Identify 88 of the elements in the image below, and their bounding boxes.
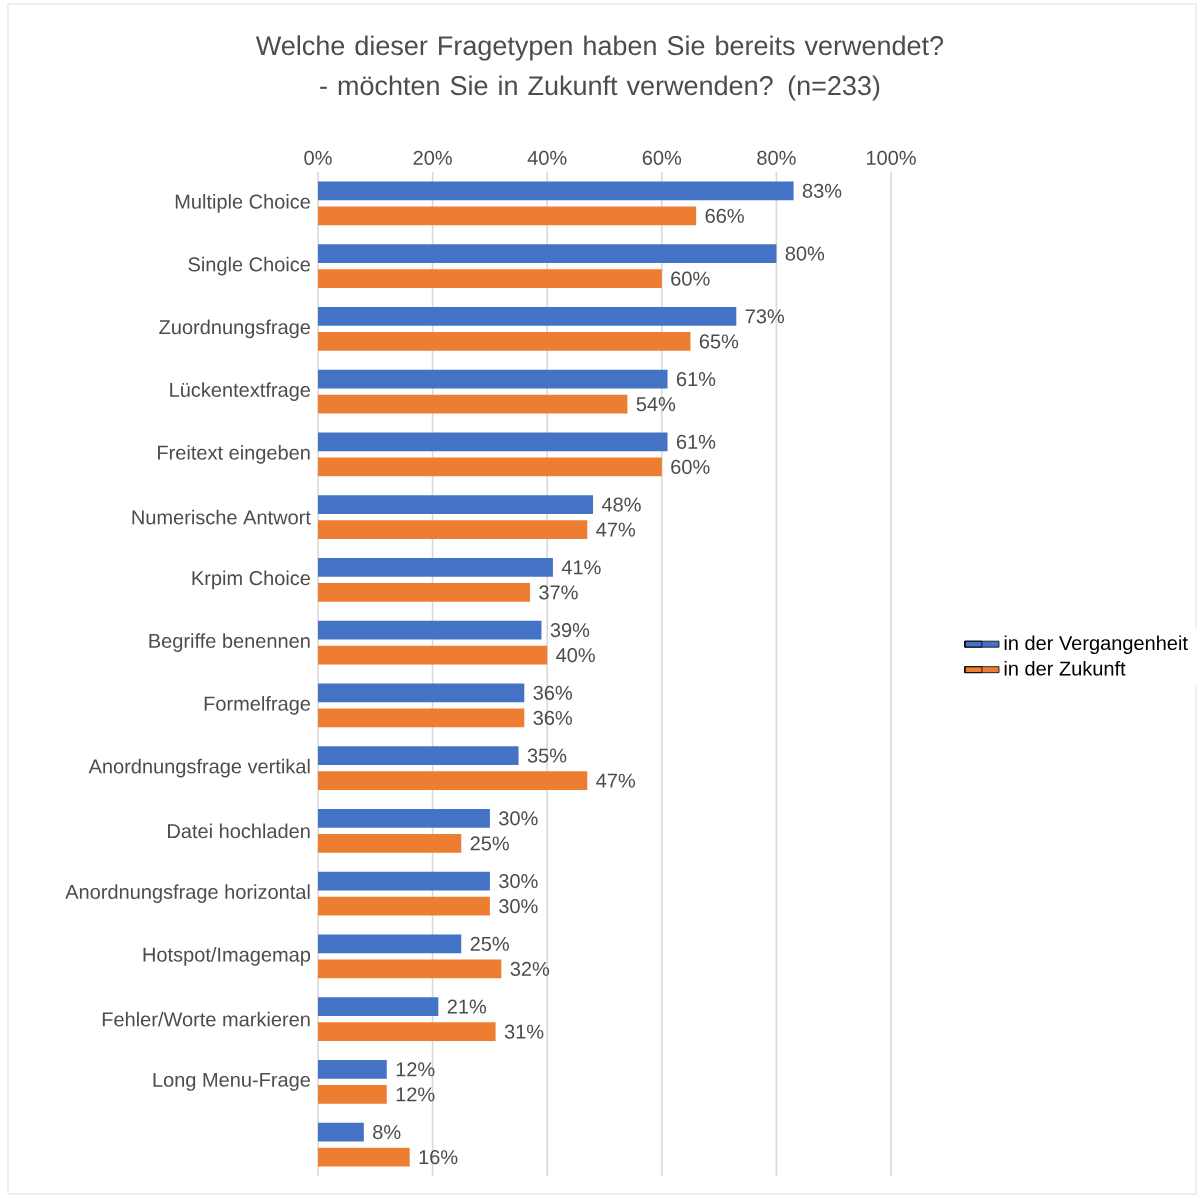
y-tick-label: Lückentextfrage xyxy=(170,382,311,401)
y-tick-label: Multiple Choice xyxy=(175,194,310,213)
data-label: 48% xyxy=(601,497,641,512)
bar xyxy=(318,332,691,351)
data-label: 65% xyxy=(699,334,739,349)
y-tick-label: Fehler/Worte markieren xyxy=(102,1011,310,1027)
legend-label: in der Vergangenheit xyxy=(1004,635,1188,655)
data-label: 80% xyxy=(785,246,825,261)
data-label: 25% xyxy=(470,836,509,851)
y-tick-label: Single Choice xyxy=(188,256,310,276)
bar xyxy=(318,708,525,728)
bar xyxy=(318,871,490,891)
x-tick-label: 100% xyxy=(866,150,916,165)
y-tick-label: Hotspot/Imagemap xyxy=(143,947,311,966)
bar xyxy=(318,896,490,916)
bar xyxy=(318,1059,387,1079)
data-label: 83% xyxy=(802,183,842,198)
y-tick-label: Datei hochladen xyxy=(168,823,310,839)
bar xyxy=(318,645,548,665)
chart-title: Welche dieser Fragetypen haben Sie bereits verwendet? - möchten Sie in Zukunft verwenden? (n=233) xyxy=(255,35,944,101)
bar xyxy=(318,583,531,602)
data-label: 66% xyxy=(705,208,744,223)
y-tick-label: Zuordnungsfrage xyxy=(159,319,311,339)
bar xyxy=(318,620,542,640)
bar xyxy=(318,181,794,201)
data-label: 54% xyxy=(636,397,676,412)
bar xyxy=(318,683,525,703)
bar xyxy=(318,1147,410,1167)
data-label: 16% xyxy=(419,1150,458,1165)
data-label: 25% xyxy=(470,936,509,951)
bar xyxy=(318,557,553,577)
data-label: 32% xyxy=(510,961,550,976)
data-label: 36% xyxy=(533,710,573,725)
bar xyxy=(318,394,628,414)
x-tick-label: 60% xyxy=(642,150,682,165)
bar xyxy=(318,934,462,954)
data-label: 21% xyxy=(447,999,487,1014)
data-label: 36% xyxy=(533,685,573,700)
data-label: 47% xyxy=(596,773,636,788)
data-label: 30% xyxy=(499,811,538,826)
data-label: 61% xyxy=(676,434,716,449)
bar xyxy=(318,1085,387,1104)
bar xyxy=(318,997,439,1016)
data-label: 12% xyxy=(396,1062,435,1077)
data-label: 47% xyxy=(596,522,636,537)
bar xyxy=(318,771,588,791)
data-label: 73% xyxy=(745,309,785,324)
bar xyxy=(318,834,462,853)
y-tick-label: Numerische Antwort xyxy=(132,509,311,525)
bar xyxy=(318,432,668,452)
bar xyxy=(318,244,777,263)
y-tick-label: Freitext eingeben xyxy=(158,445,310,464)
bar xyxy=(318,269,662,289)
data-label: 40% xyxy=(556,648,595,663)
data-label: 30% xyxy=(499,899,538,914)
data-label: 37% xyxy=(539,585,578,600)
bar xyxy=(318,206,697,226)
x-tick-label: 40% xyxy=(527,150,567,165)
data-label: 39% xyxy=(550,623,590,638)
y-tick-label: Krpim Choice xyxy=(192,570,310,590)
bar xyxy=(318,746,519,765)
data-label: 12% xyxy=(396,1087,435,1102)
y-tick-label: Long Menu-Frage xyxy=(153,1072,310,1091)
bar xyxy=(318,520,588,540)
bar xyxy=(318,306,737,326)
bar xyxy=(318,369,668,389)
y-tick-label: Anordnungsfrage vertikal xyxy=(88,758,310,778)
x-tick-label: 20% xyxy=(413,150,452,165)
y-tick-label: Formelfrage xyxy=(204,696,311,715)
data-label: 8% xyxy=(373,1125,401,1140)
y-tick-label: Anordnungsfrage horizontal xyxy=(65,884,310,903)
bar xyxy=(318,1022,496,1042)
legend-label: in der Zukunft xyxy=(1004,660,1126,676)
data-label: 61% xyxy=(676,372,716,387)
x-tick-label: 0% xyxy=(304,150,332,165)
data-label: 60% xyxy=(671,271,710,286)
bar xyxy=(318,808,490,828)
x-tick-label: 80% xyxy=(757,150,796,165)
bar xyxy=(318,1122,364,1142)
y-tick-label: Begriffe benennen xyxy=(149,633,310,652)
bar xyxy=(318,457,662,477)
bar xyxy=(318,495,594,514)
data-label: 31% xyxy=(504,1024,544,1039)
data-label: 60% xyxy=(671,459,710,474)
data-label: 35% xyxy=(527,748,567,763)
data-label: 41% xyxy=(561,560,601,575)
bar xyxy=(318,959,502,979)
data-label: 30% xyxy=(499,874,538,889)
